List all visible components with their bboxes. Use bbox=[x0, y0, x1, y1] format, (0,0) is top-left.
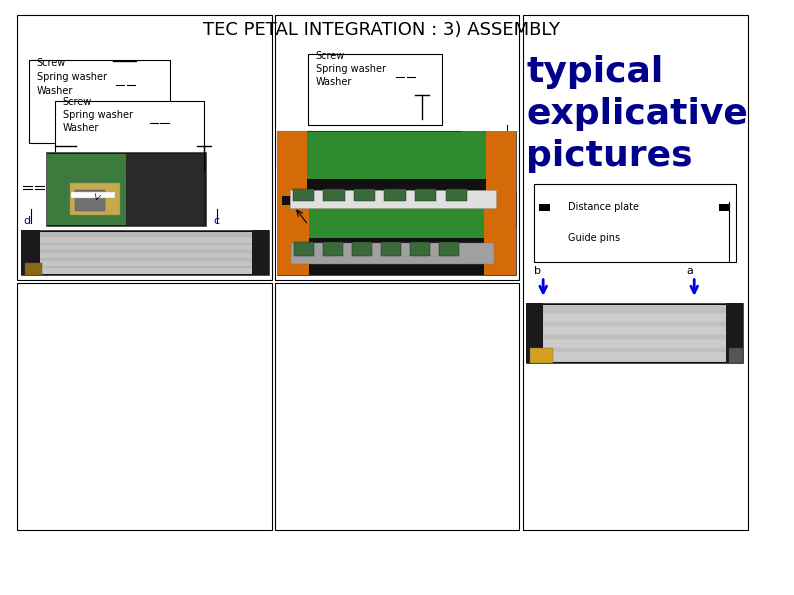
Text: Screw: Screw bbox=[63, 97, 92, 107]
Bar bbox=[252, 230, 269, 275]
Bar bbox=[522, 15, 748, 530]
Bar bbox=[543, 305, 727, 362]
Text: a: a bbox=[687, 266, 693, 276]
Bar bbox=[353, 242, 372, 256]
Bar bbox=[290, 190, 496, 208]
Bar bbox=[21, 230, 269, 275]
Bar bbox=[46, 152, 206, 226]
Bar bbox=[126, 154, 204, 225]
Text: Spring washer: Spring washer bbox=[316, 64, 386, 74]
Bar bbox=[70, 183, 120, 215]
Text: Center liner: Center liner bbox=[298, 144, 355, 154]
Bar bbox=[17, 283, 272, 530]
Text: c: c bbox=[214, 216, 220, 226]
Text: b: b bbox=[509, 137, 515, 148]
Text: Washer: Washer bbox=[63, 123, 99, 133]
Text: Guide pins: Guide pins bbox=[569, 233, 620, 243]
Bar bbox=[21, 230, 40, 275]
Bar bbox=[29, 60, 170, 143]
Bar bbox=[275, 283, 518, 530]
Text: 2: 2 bbox=[92, 195, 97, 201]
Bar bbox=[410, 242, 430, 256]
Bar bbox=[293, 189, 314, 201]
Text: Distance plate: Distance plate bbox=[291, 248, 361, 258]
Text: a: a bbox=[311, 216, 318, 226]
Bar bbox=[275, 15, 518, 280]
Bar bbox=[71, 192, 115, 198]
Text: pictures: pictures bbox=[526, 139, 693, 173]
Bar bbox=[279, 193, 515, 238]
Bar bbox=[277, 131, 460, 167]
Bar bbox=[526, 303, 543, 363]
Bar bbox=[543, 313, 727, 322]
Text: Washer: Washer bbox=[316, 77, 353, 87]
Text: Distance plate: Distance plate bbox=[569, 202, 639, 212]
Text: TEC PETAL INTEGRATION : 3) ASSEMBLY: TEC PETAL INTEGRATION : 3) ASSEMBLY bbox=[203, 21, 560, 39]
Bar bbox=[40, 268, 252, 274]
Text: b: b bbox=[534, 266, 541, 276]
Bar bbox=[323, 189, 345, 201]
Bar bbox=[543, 352, 727, 361]
Bar bbox=[75, 190, 106, 211]
Bar bbox=[282, 196, 290, 205]
Bar bbox=[277, 192, 309, 275]
Text: explicative: explicative bbox=[526, 97, 748, 131]
Text: d: d bbox=[23, 216, 30, 226]
Bar bbox=[354, 189, 376, 201]
Bar bbox=[534, 184, 736, 262]
Bar bbox=[277, 131, 307, 226]
Bar bbox=[277, 248, 287, 254]
Bar bbox=[484, 192, 516, 275]
Bar bbox=[40, 232, 252, 274]
Bar bbox=[308, 54, 441, 125]
Bar bbox=[730, 348, 743, 363]
Bar bbox=[48, 154, 204, 225]
Bar bbox=[55, 101, 204, 170]
Bar bbox=[439, 242, 459, 256]
Bar bbox=[415, 189, 437, 201]
Text: Screw: Screw bbox=[37, 58, 66, 68]
Bar bbox=[40, 253, 252, 258]
Bar bbox=[17, 15, 272, 280]
Bar bbox=[277, 131, 516, 226]
Bar bbox=[384, 189, 406, 201]
Bar bbox=[40, 245, 252, 250]
Bar bbox=[279, 132, 515, 178]
Text: typical: typical bbox=[526, 55, 664, 89]
Bar bbox=[727, 303, 743, 363]
Bar bbox=[381, 242, 401, 256]
Bar bbox=[282, 146, 293, 152]
Bar bbox=[40, 237, 252, 243]
Bar bbox=[295, 242, 314, 256]
Bar bbox=[530, 348, 553, 363]
Bar bbox=[538, 204, 550, 211]
Bar bbox=[323, 242, 343, 256]
Text: a: a bbox=[303, 174, 310, 184]
Bar bbox=[543, 326, 727, 335]
Text: Washer: Washer bbox=[37, 86, 73, 96]
Text: Spring washer: Spring washer bbox=[63, 110, 133, 120]
Text: 0: 0 bbox=[83, 190, 87, 196]
Bar bbox=[25, 263, 42, 275]
Bar bbox=[445, 189, 467, 201]
Text: Spring washer: Spring washer bbox=[37, 72, 106, 82]
Bar bbox=[40, 261, 252, 266]
Bar bbox=[719, 204, 730, 211]
Bar bbox=[526, 303, 743, 363]
Bar bbox=[277, 192, 516, 275]
Bar bbox=[291, 243, 494, 264]
Bar bbox=[543, 339, 727, 348]
Text: Screw: Screw bbox=[316, 51, 345, 61]
Bar bbox=[486, 131, 516, 226]
